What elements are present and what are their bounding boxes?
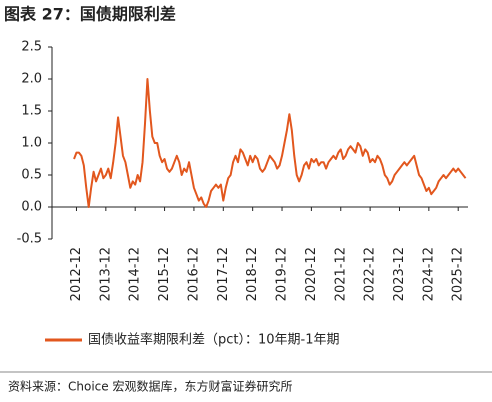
series-line (73, 78, 467, 208)
x-tick-label: 2016-12 (186, 247, 201, 301)
x-tick-label: 2022-12 (363, 247, 378, 301)
y-tick-label: 0.0 (21, 200, 42, 215)
x-tick-label: 2019-12 (275, 247, 290, 301)
y-tick-label: 2.0 (21, 72, 42, 87)
x-tick-label: 2025-12 (451, 247, 466, 301)
y-tick-label: -0.5 (17, 232, 42, 247)
x-tick-label: 2018-12 (245, 247, 260, 301)
source: 资料来源：Choice 宏观数据库，东方财富证券研究所 (8, 379, 292, 394)
chart-title: 图表 27：国债期限利差 (4, 5, 176, 24)
x-tick-label: 2017-12 (216, 247, 231, 301)
x-tick-label: 2024-12 (421, 247, 436, 301)
x-tick-label: 2021-12 (333, 247, 348, 301)
y-tick-label: 1.0 (21, 136, 42, 151)
x-tick-label: 2013-12 (98, 247, 113, 301)
x-tick-label: 2014-12 (128, 247, 143, 301)
x-tick-label: 2023-12 (392, 247, 407, 301)
legend-label: 国债收益率期限利差（pct）：10年期-1年期 (88, 332, 340, 348)
y-tick-label: 2.5 (21, 40, 42, 55)
x-tick-label: 2020-12 (304, 247, 319, 301)
x-tick-label: 2012-12 (69, 247, 84, 301)
y-tick-label: 1.5 (21, 104, 42, 119)
x-tick-label: 2015-12 (157, 247, 172, 301)
y-tick-label: 0.5 (21, 168, 42, 183)
